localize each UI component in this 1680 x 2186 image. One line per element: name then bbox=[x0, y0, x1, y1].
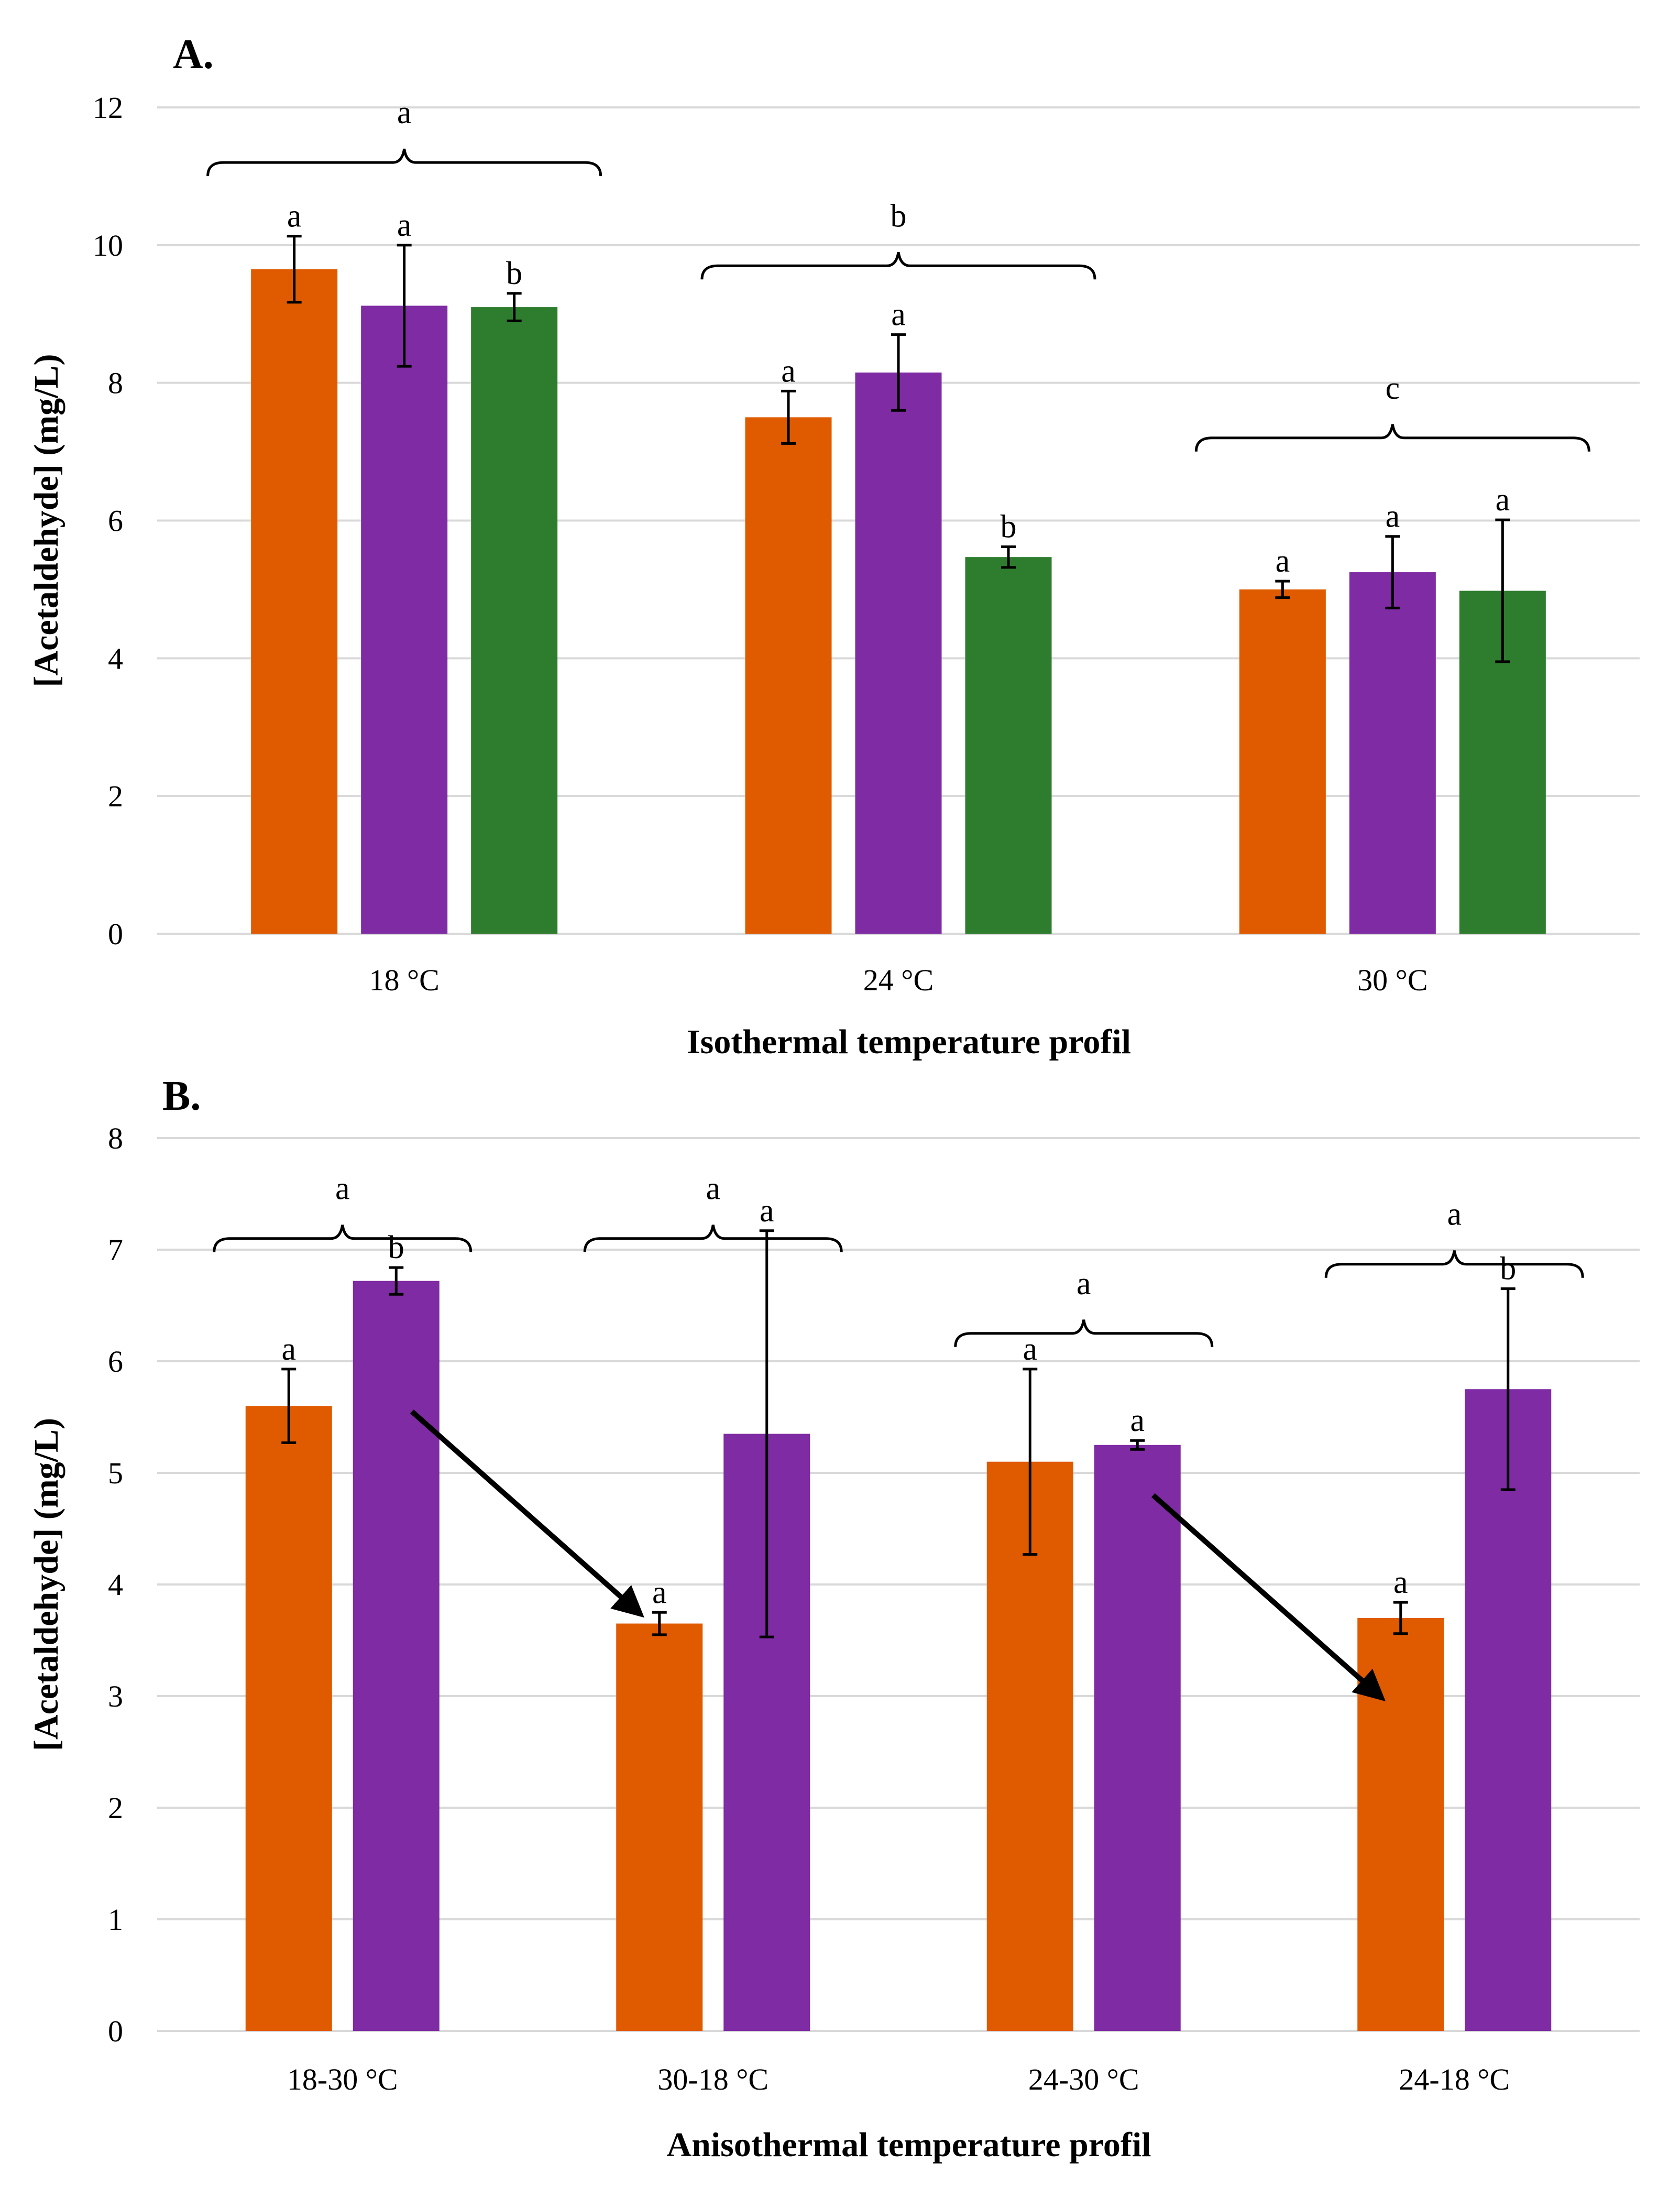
significance-letter: b bbox=[506, 256, 522, 291]
bar bbox=[1357, 1617, 1444, 2031]
y-tick-label: 6 bbox=[108, 1345, 123, 1379]
x-axis-title: Isothermal temperature profil bbox=[687, 1023, 1131, 1061]
panel-label: B. bbox=[162, 1073, 201, 1119]
trend-arrow bbox=[1151, 1493, 1386, 1701]
significance-letter: a bbox=[1023, 1331, 1037, 1367]
y-axis-title: [Acetaldehyde] (mg/L) bbox=[27, 354, 65, 687]
group-brace bbox=[1194, 424, 1590, 452]
group-brace bbox=[954, 1319, 1214, 1347]
x-tick-label: 24-18 °C bbox=[1399, 2062, 1510, 2096]
group-letter: a bbox=[397, 95, 412, 130]
significance-letter: b bbox=[388, 1230, 404, 1265]
significance-letter: a bbox=[287, 199, 302, 234]
y-tick-label: 7 bbox=[108, 1233, 123, 1267]
y-tick-label: 0 bbox=[108, 917, 123, 951]
significance-letter: a bbox=[891, 297, 906, 333]
bar bbox=[245, 1406, 332, 2031]
group-letter: a bbox=[706, 1171, 720, 1207]
bar bbox=[251, 269, 338, 934]
panel-label: A. bbox=[173, 31, 214, 78]
x-tick-label: 24 °C bbox=[863, 963, 934, 997]
significance-letter: a bbox=[652, 1575, 667, 1610]
significance-letter: a bbox=[781, 353, 796, 389]
y-tick-label: 8 bbox=[108, 1121, 123, 1155]
x-tick-label: 18-30 °C bbox=[287, 2062, 398, 2096]
group-brace bbox=[206, 148, 602, 177]
x-tick-label: 30 °C bbox=[1357, 963, 1428, 997]
bar bbox=[1094, 1445, 1181, 2031]
group-letter: a bbox=[335, 1171, 350, 1207]
group-brace bbox=[213, 1225, 473, 1252]
panel-a: 0 2 4 6 8 10 12 A. Isothermal temperature profil… bbox=[27, 31, 1640, 1061]
group-letter: a bbox=[1077, 1266, 1091, 1302]
bar bbox=[1465, 1389, 1552, 2031]
bar bbox=[616, 1623, 703, 2031]
y-tick-label: 4 bbox=[108, 641, 123, 675]
bar bbox=[471, 307, 558, 934]
x-tick-label: 18 °C bbox=[369, 963, 439, 997]
bar bbox=[353, 1281, 440, 2031]
bar bbox=[855, 372, 942, 934]
group-letter: b bbox=[891, 198, 907, 234]
panel-b: 0 1 2 3 4 5 6 7 8 B. Anisothermal temperature prof… bbox=[27, 1073, 1640, 2164]
significance-letter: a bbox=[760, 1193, 774, 1229]
y-tick-label: 6 bbox=[108, 504, 123, 538]
group-brace bbox=[583, 1225, 843, 1252]
x-tick-label: 24-30 °C bbox=[1028, 2062, 1139, 2096]
significance-letter: a bbox=[281, 1331, 296, 1367]
significance-letter: a bbox=[1386, 499, 1400, 534]
significance-letter: a bbox=[1130, 1403, 1145, 1438]
significance-letter: b bbox=[1001, 509, 1017, 544]
bar bbox=[745, 417, 832, 934]
bar bbox=[1239, 589, 1326, 934]
y-tick-label: 0 bbox=[108, 2014, 123, 2048]
bar bbox=[1349, 572, 1436, 934]
y-tick-label: 3 bbox=[108, 1679, 123, 1713]
significance-letter: b bbox=[1500, 1251, 1516, 1287]
significance-letter: a bbox=[1393, 1565, 1408, 1600]
group-letter: a bbox=[1447, 1197, 1462, 1232]
y-tick-label: 2 bbox=[108, 779, 123, 813]
y-tick-label: 12 bbox=[93, 91, 123, 125]
y-tick-label: 1 bbox=[108, 1903, 123, 1937]
y-tick-label: 8 bbox=[108, 366, 123, 400]
y-tick-label: 5 bbox=[108, 1456, 123, 1490]
group-letter: c bbox=[1386, 370, 1400, 406]
significance-letter: a bbox=[1276, 543, 1290, 579]
y-tick-label: 10 bbox=[93, 228, 123, 263]
y-axis-title: [Acetaldehyde] (mg/L) bbox=[27, 1418, 65, 1751]
bar bbox=[986, 1461, 1073, 2031]
bar bbox=[361, 305, 448, 934]
x-tick-label: 30-18 °C bbox=[657, 2062, 768, 2096]
bar bbox=[965, 557, 1052, 934]
significance-letter: a bbox=[397, 207, 412, 243]
x-axis-title: Anisothermal temperature profil bbox=[666, 2126, 1151, 2164]
group-brace bbox=[1324, 1250, 1584, 1278]
significance-letter: a bbox=[1496, 482, 1510, 518]
y-tick-label: 4 bbox=[108, 1568, 123, 1602]
trend-arrow bbox=[410, 1409, 644, 1618]
group-brace bbox=[700, 252, 1096, 280]
y-tick-label: 2 bbox=[108, 1791, 123, 1825]
